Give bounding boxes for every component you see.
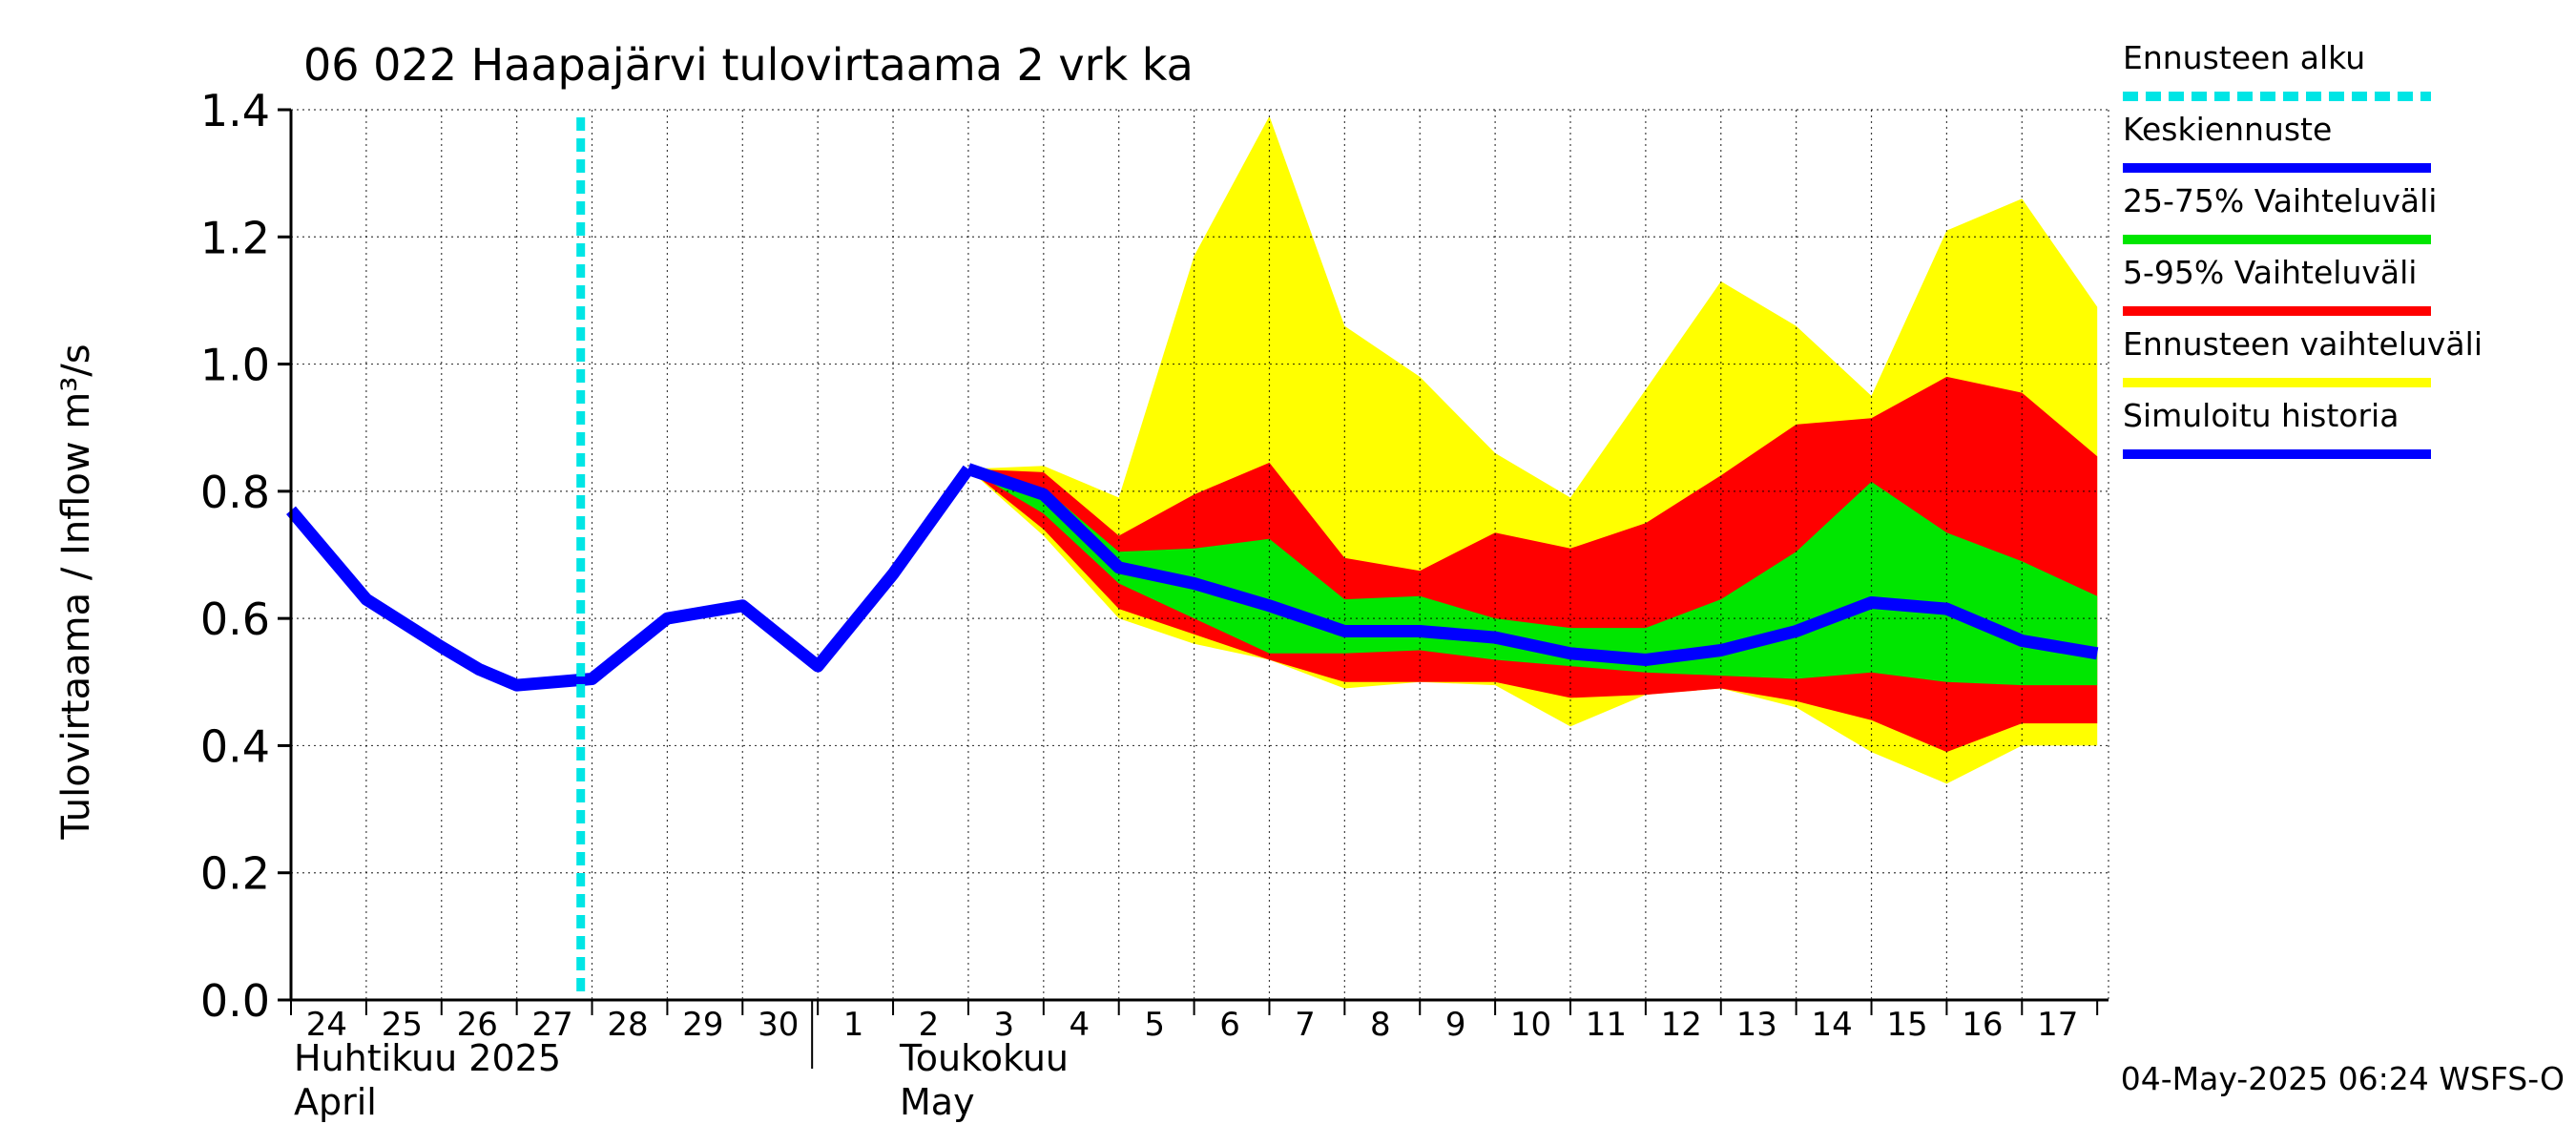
x-tick-label: 1 bbox=[843, 1006, 864, 1044]
timestamp-footer: 04-May-2025 06:24 WSFS-O bbox=[2121, 1060, 2565, 1097]
legend-label: Ennusteen vaihteluväli bbox=[2123, 325, 2483, 363]
x-tick-label: 25 bbox=[382, 1006, 423, 1044]
y-tick-label: 0.4 bbox=[200, 720, 270, 772]
legend-label: Simuloitu historia bbox=[2123, 397, 2399, 434]
x-tick-label: 4 bbox=[1069, 1006, 1090, 1044]
x-tick-label: 7 bbox=[1295, 1006, 1316, 1044]
x-tick-label: 14 bbox=[1811, 1006, 1852, 1044]
x-tick-label: 6 bbox=[1219, 1006, 1240, 1044]
month-label-may-en: May bbox=[900, 1081, 975, 1123]
x-tick-label: 15 bbox=[1886, 1006, 1927, 1044]
legend-label: Keskiennuste bbox=[2123, 111, 2332, 148]
x-tick-label: 12 bbox=[1661, 1006, 1702, 1044]
y-axis-label: Tulovirtaama / Inflow m³/s bbox=[54, 344, 98, 840]
x-tick-label: 10 bbox=[1510, 1006, 1551, 1044]
x-tick-label: 17 bbox=[2037, 1006, 2078, 1044]
band-25-75 bbox=[967, 468, 2098, 686]
x-tick-label: 24 bbox=[306, 1006, 347, 1044]
x-tick-label: 27 bbox=[531, 1006, 572, 1044]
legend-label: Ennusteen alku bbox=[2123, 39, 2365, 76]
x-tick-label: 11 bbox=[1586, 1006, 1627, 1044]
y-tick-label: 1.2 bbox=[200, 212, 270, 263]
y-axis-ticks: 0.0 0.2 0.4 0.6 0.8 1.0 1.2 1.4 bbox=[200, 85, 291, 1027]
y-tick-label: 0.6 bbox=[200, 593, 270, 645]
x-axis-ticks: 24 25 26 27 28 29 30 1 2 3 4 5 6 7 8 9 10 11 12 13 14 15 16 17 bbox=[290, 1000, 2099, 1069]
month-label-april-fi: Huhtikuu 2025 bbox=[294, 1037, 561, 1079]
x-tick-label: 28 bbox=[607, 1006, 648, 1044]
x-tick-label: 9 bbox=[1445, 1006, 1466, 1044]
y-tick-label: 1.4 bbox=[200, 85, 270, 136]
legend-label: 25-75% Vaihteluväli bbox=[2123, 182, 2437, 219]
x-tick-label: 3 bbox=[994, 1006, 1015, 1044]
x-tick-label: 5 bbox=[1144, 1006, 1165, 1044]
chart-title: 06 022 Haapajärvi tulovirtaama 2 vrk ka bbox=[303, 39, 1194, 91]
x-tick-label: 13 bbox=[1736, 1006, 1777, 1044]
legend: Ennusteen alku Keskiennuste 25-75% Vaihtel… bbox=[2123, 39, 2483, 459]
x-tick-label: 30 bbox=[758, 1006, 799, 1044]
x-tick-label: 26 bbox=[457, 1006, 498, 1044]
legend-label: 5-95% Vaihteluväli bbox=[2123, 254, 2417, 291]
month-label-may-fi: Toukokuu bbox=[899, 1037, 1069, 1079]
y-tick-label: 0.0 bbox=[200, 975, 270, 1027]
x-tick-label: 8 bbox=[1370, 1006, 1391, 1044]
history-line bbox=[286, 465, 974, 692]
month-label-april-en: April bbox=[294, 1081, 377, 1123]
x-tick-label: 16 bbox=[1962, 1006, 2003, 1044]
y-tick-label: 1.0 bbox=[200, 340, 270, 391]
x-tick-label: 29 bbox=[682, 1006, 723, 1044]
x-tick-label: 2 bbox=[919, 1006, 940, 1044]
y-tick-label: 0.2 bbox=[200, 848, 270, 900]
median-forecast-line bbox=[966, 463, 2099, 666]
plot-area bbox=[286, 109, 2109, 1002]
y-tick-label: 0.8 bbox=[200, 467, 270, 518]
